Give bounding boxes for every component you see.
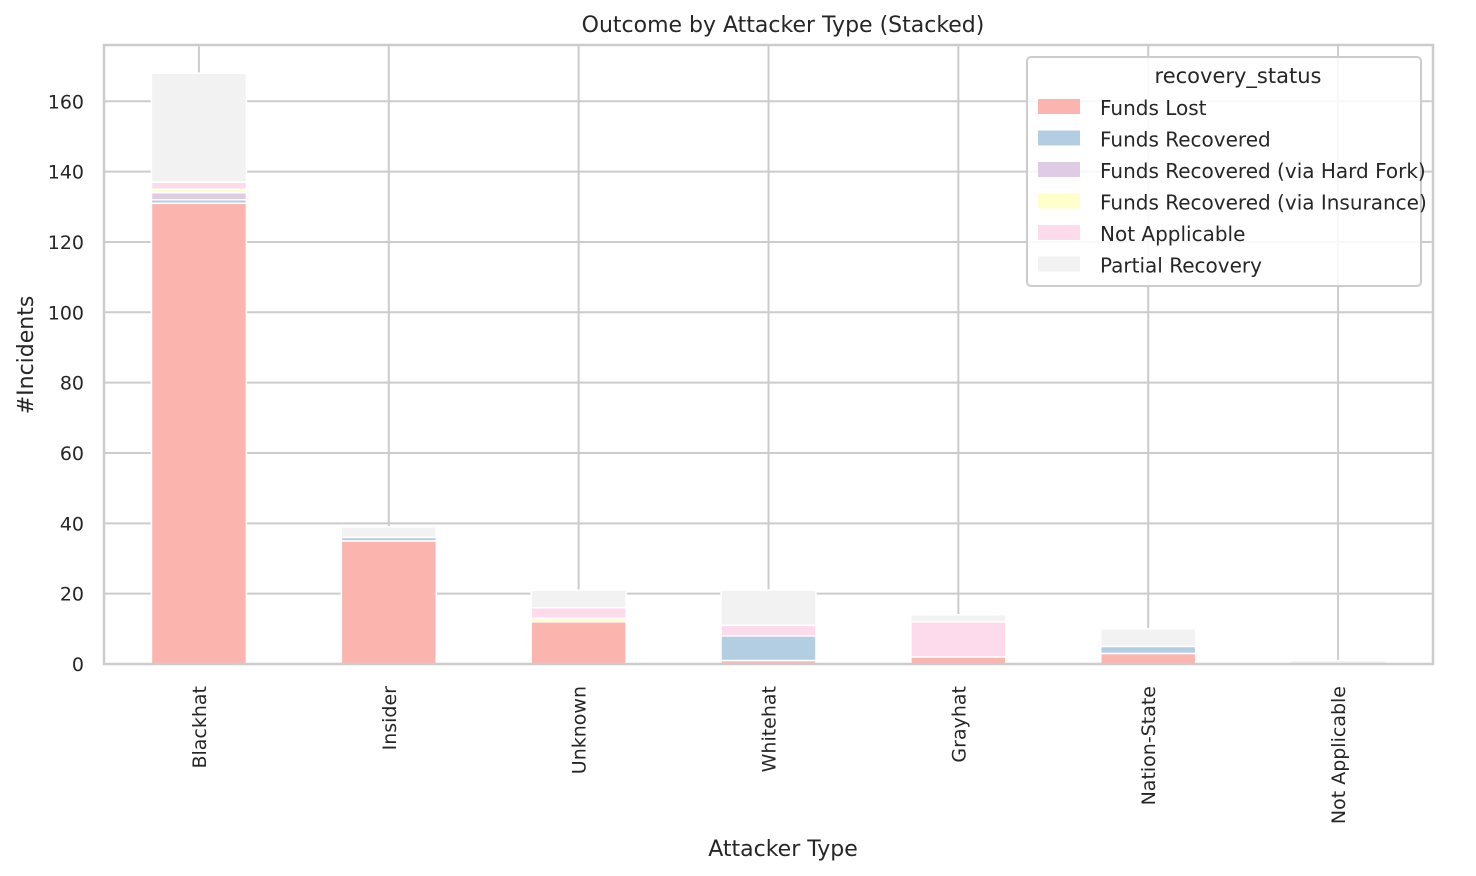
bar-segment (530, 621, 627, 665)
chart-title: Outcome by Attacker Type (Stacked) (582, 13, 985, 38)
y-tick-label: 20 (60, 584, 84, 606)
legend-swatch (1038, 225, 1080, 240)
bar-segment (720, 589, 817, 627)
x-tick-label: Whitehat (759, 686, 781, 772)
bars (150, 72, 1387, 665)
legend-label: Partial Recovery (1100, 254, 1262, 278)
legend-items: Funds Lost Funds Recovered Funds Recovered… (1038, 96, 1427, 278)
bar-segment (150, 191, 248, 201)
legend-label: Not Applicable (1100, 222, 1245, 246)
y-tick-label: 100 (48, 302, 84, 324)
grid-lines (104, 45, 1433, 665)
bar-segment (1100, 628, 1197, 648)
legend-swatch (1038, 193, 1080, 209)
bar-segment (1100, 645, 1197, 655)
bar-segment (150, 202, 248, 665)
legend-swatch (1038, 162, 1080, 177)
y-tick-label: 160 (48, 91, 84, 113)
x-tick-label: Nation-State (1138, 686, 1160, 805)
legend-label: Funds Recovered (via Hard Fork) (1100, 159, 1426, 183)
bar-segment (910, 621, 1007, 658)
legend-swatch (1038, 99, 1080, 114)
bar-segment (530, 606, 627, 620)
y-tick-label: 140 (48, 162, 84, 184)
x-tick-labels: Blackhat Insider Unknown Whitehat Grayhat Nat… (189, 686, 1350, 824)
bar-segment (720, 635, 817, 662)
legend-label: Funds Recovered (via Insurance) (1100, 191, 1427, 215)
legend-swatch (1038, 130, 1080, 146)
bar-segment (530, 589, 627, 609)
bar-segment (150, 181, 248, 190)
bar-segment (150, 72, 248, 183)
y-tick-labels: 0 20 40 60 80 100 120 140 160 (48, 91, 84, 676)
x-axis-label: Attacker Type (708, 837, 858, 862)
legend-label: Funds Lost (1100, 96, 1207, 120)
x-tick-label: Blackhat (189, 686, 211, 769)
plot-frame (102, 43, 1435, 666)
x-tick-label: Grayhat (948, 686, 970, 763)
legend-swatch (1038, 256, 1080, 272)
y-tick-label: 60 (60, 443, 84, 465)
bar-segment (1100, 652, 1197, 665)
y-tick-label: 80 (60, 373, 84, 395)
bar-segment (340, 526, 438, 539)
legend-label: Funds Recovered (1100, 128, 1271, 152)
x-tick-label: Insider (379, 686, 401, 751)
y-tick-label: 120 (48, 232, 84, 254)
y-tick-label: 40 (60, 513, 84, 535)
y-axis-label: #Incidents (14, 296, 39, 415)
bar-segment (910, 614, 1007, 623)
legend-title: recovery_status (1155, 64, 1322, 89)
legend-box (1026, 56, 1422, 287)
y-tick-label: 0 (72, 654, 84, 676)
x-tick-label: Not Applicable (1328, 686, 1350, 824)
x-tick-label: Unknown (569, 686, 591, 774)
bar-segment (340, 540, 438, 665)
bar-segment (720, 624, 817, 637)
legend: recovery_status Funds Lost Funds Recovere… (1026, 56, 1427, 287)
